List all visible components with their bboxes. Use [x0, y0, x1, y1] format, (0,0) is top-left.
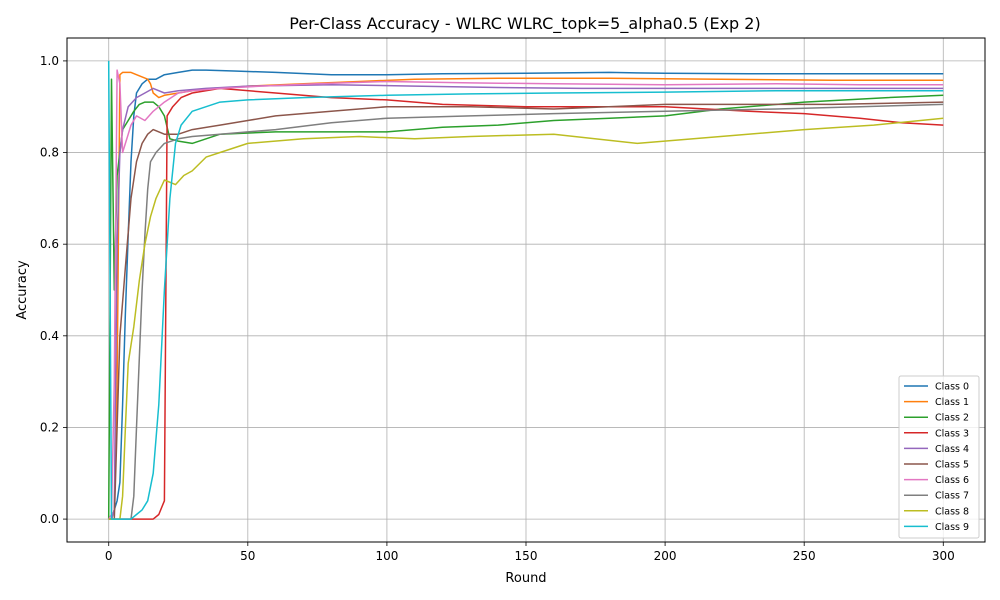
y-tick-label: 1.0 — [40, 54, 59, 68]
series-line-class-4 — [108, 83, 944, 520]
axis-ticks: 0 50 100 150 200 250 300 0.0 0.2 0.4 0.6 0.8 1.0 — [40, 54, 955, 563]
legend-label: Class 7 — [935, 491, 969, 502]
legend-items: Class 0 Class 1 Class 2 Class 3 Class 4 Class… — [904, 382, 969, 533]
x-axis-label: Round — [505, 571, 546, 586]
series-line-class-7 — [108, 103, 944, 520]
legend-label: Class 4 — [935, 444, 969, 455]
x-tick-label: 0 — [105, 549, 113, 563]
legend-label: Class 8 — [935, 506, 969, 517]
legend: Class 0 Class 1 Class 2 Class 3 Class 4 Class… — [898, 375, 980, 539]
x-tick-label: 200 — [654, 549, 677, 563]
series-line-class-8 — [108, 117, 944, 520]
legend-label: Class 0 — [935, 382, 969, 393]
x-tick-label: 250 — [793, 549, 816, 563]
series-lines — [107, 60, 944, 520]
legend-label: Class 9 — [935, 522, 969, 533]
legend-label: Class 5 — [935, 460, 969, 471]
series-line-class-3 — [108, 87, 944, 520]
y-tick-label: 0.2 — [40, 420, 59, 434]
x-tick-label: 150 — [515, 549, 538, 563]
y-tick-label: 0.0 — [40, 512, 59, 526]
series-line-class-0 — [108, 69, 944, 520]
legend-label: Class 6 — [935, 475, 969, 486]
series-line-class-9 — [107, 60, 944, 520]
y-axis-label: Accuracy — [15, 260, 30, 320]
y-tick-label: 0.8 — [40, 146, 59, 160]
x-tick-label: 50 — [240, 549, 255, 563]
series-line-class-5 — [108, 101, 944, 520]
grid — [67, 38, 985, 542]
chart-title: Per-Class Accuracy - WLRC WLRC_topk=5_al… — [289, 14, 760, 34]
series-line-class-1 — [108, 71, 944, 520]
x-tick-label: 300 — [932, 549, 955, 563]
x-tick-label: 100 — [375, 549, 398, 563]
legend-label: Class 1 — [935, 397, 969, 408]
y-tick-label: 0.4 — [40, 329, 59, 343]
series-line-class-2 — [107, 78, 944, 520]
series-line-class-6 — [108, 69, 944, 520]
legend-label: Class 3 — [935, 428, 969, 439]
legend-label: Class 2 — [935, 413, 969, 424]
y-tick-label: 0.6 — [40, 237, 59, 251]
